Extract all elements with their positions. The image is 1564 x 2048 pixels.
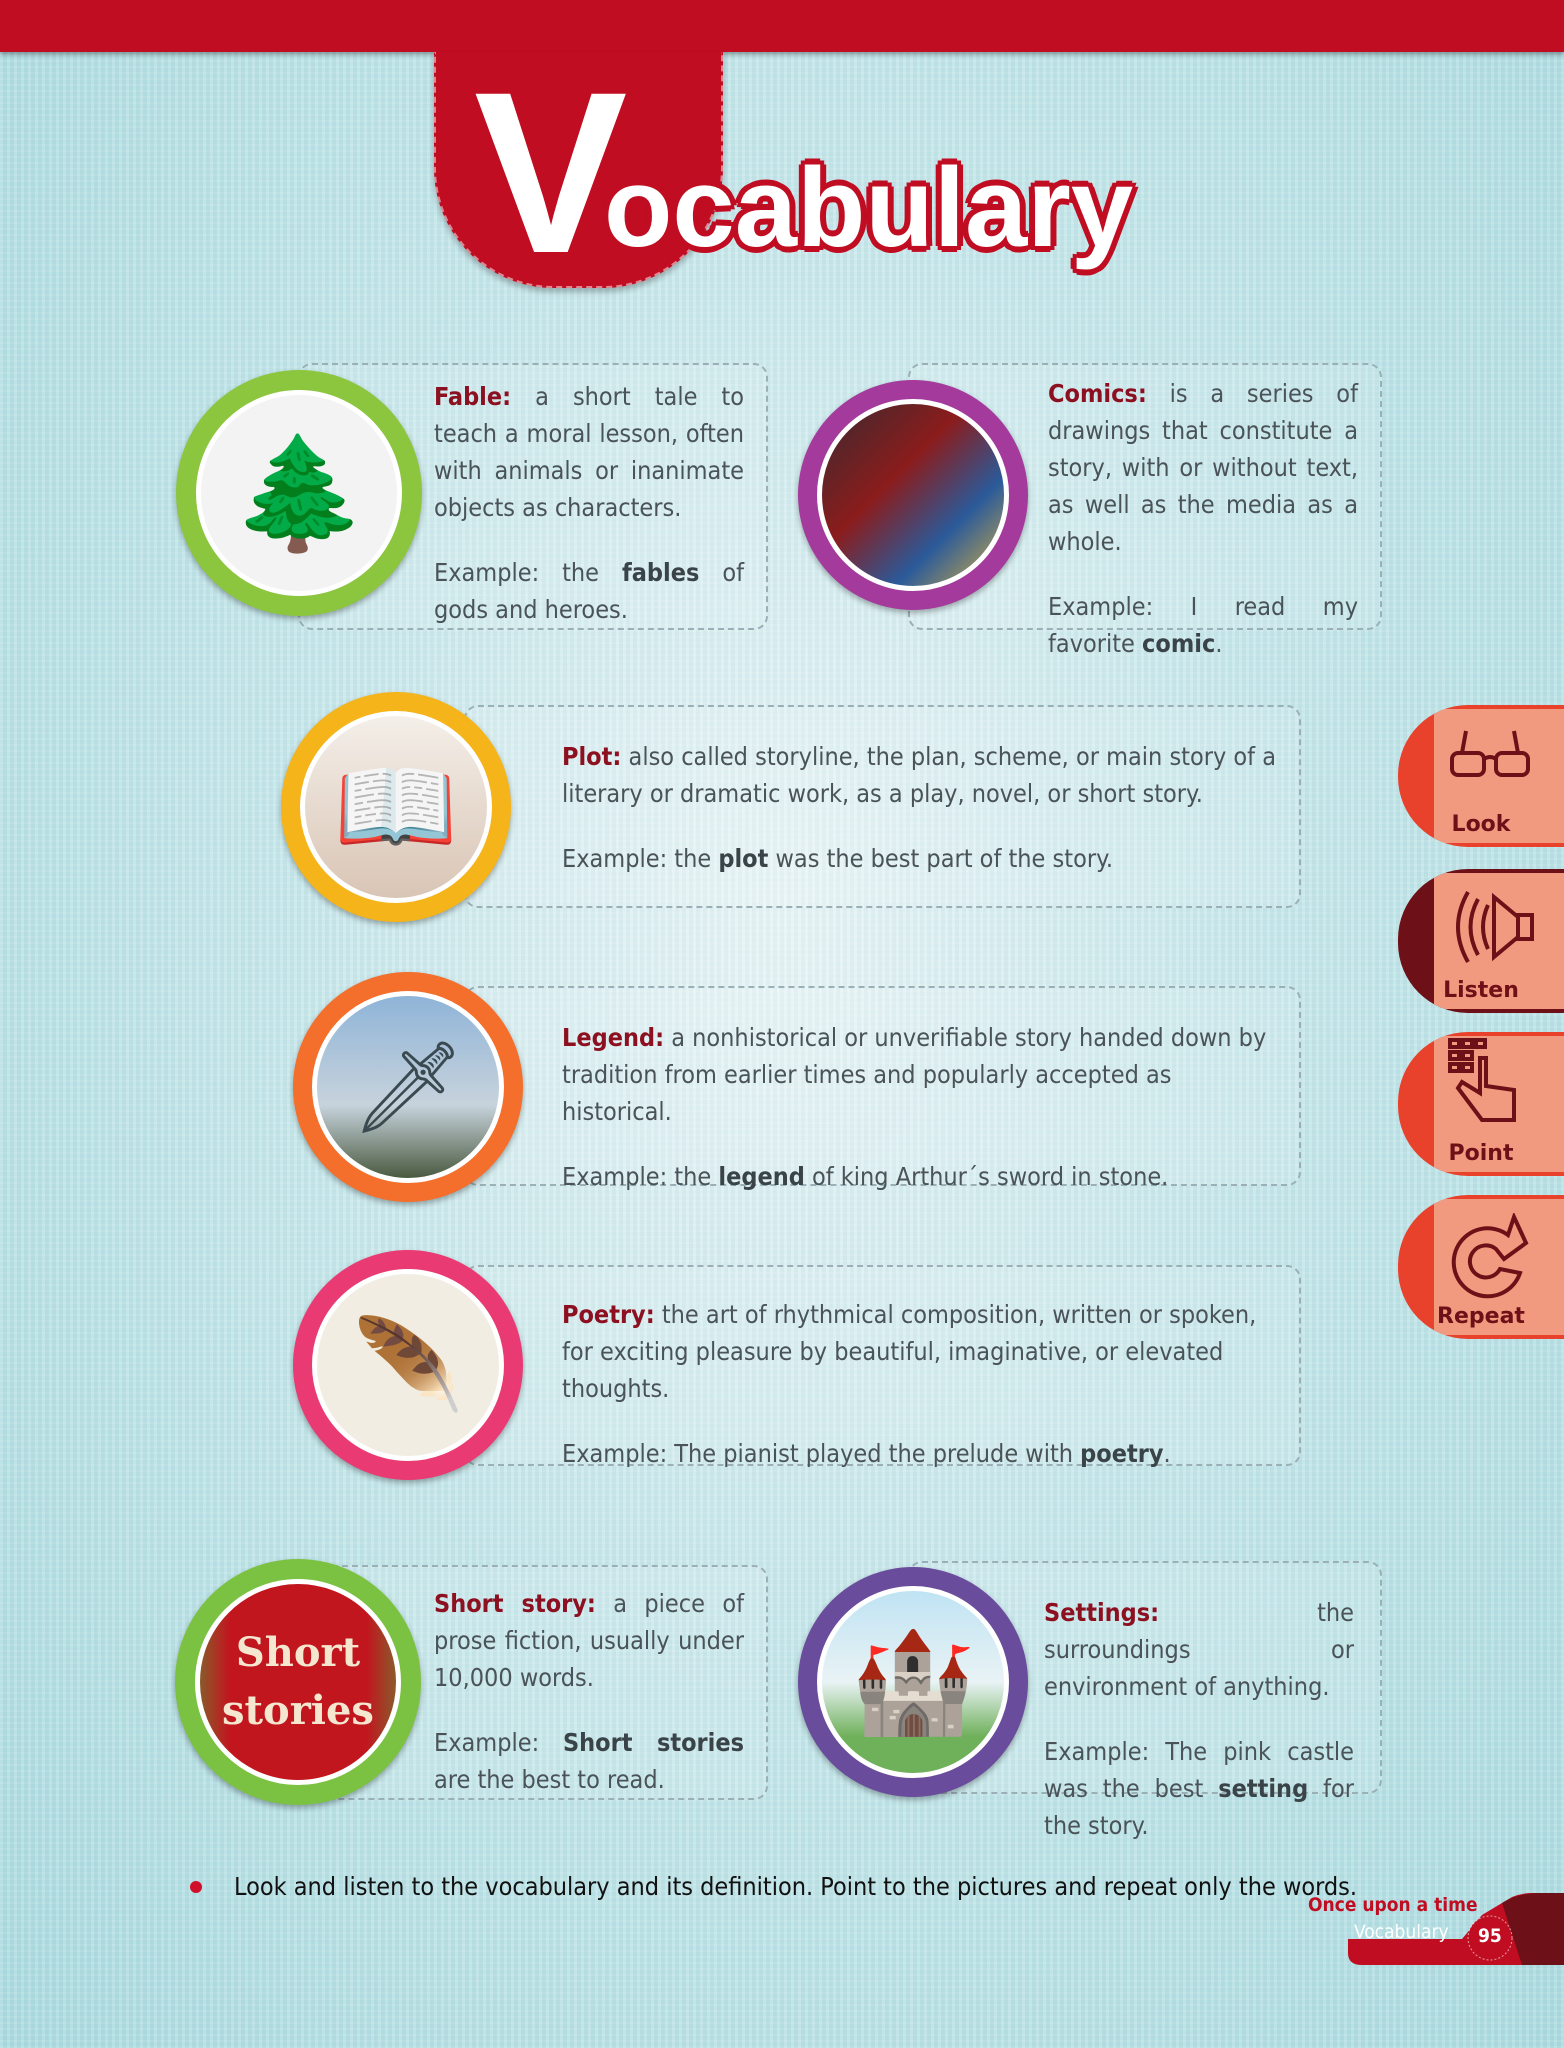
pointing-hand-icon bbox=[1448, 1038, 1516, 1122]
entry-plot: Plot: also called storyline, the plan, s… bbox=[562, 742, 1277, 873]
bullet bbox=[190, 1881, 202, 1893]
settings-image: 🏰 bbox=[798, 1567, 1028, 1797]
comics-image bbox=[798, 380, 1028, 610]
footer-unit: Once upon a time bbox=[1308, 1894, 1478, 1916]
repeat-button[interactable]: Repeat bbox=[1398, 1195, 1564, 1339]
entry-settings: Settings: the surroundings or environmen… bbox=[1044, 1598, 1354, 1840]
card-legend bbox=[464, 986, 1301, 1186]
entry-legend: Legend: a nonhistorical or unverifiable … bbox=[562, 1023, 1267, 1191]
entry-poetry: Poetry: the art of rhythmical compositio… bbox=[562, 1300, 1257, 1468]
card-poetry bbox=[464, 1265, 1301, 1466]
short-stories-image: Short stories bbox=[175, 1559, 421, 1805]
card-plot bbox=[464, 705, 1301, 908]
plot-image: 📖 bbox=[281, 692, 511, 922]
footer-section: Vocabulary bbox=[1354, 1921, 1449, 1943]
fable-image: 🌲 bbox=[176, 370, 422, 616]
poetry-image: 🪶 bbox=[293, 1250, 523, 1480]
entry-fable: Fable: a short tale to teach a moral les… bbox=[434, 382, 744, 624]
legend-image: 🗡 bbox=[293, 972, 523, 1202]
repeat-arrow-icon bbox=[1451, 1213, 1529, 1299]
footer-banner bbox=[1348, 1893, 1564, 1965]
point-button[interactable]: Point bbox=[1398, 1032, 1564, 1176]
entry-short-story: Short story: a piece of prose fiction, u… bbox=[434, 1589, 744, 1794]
page-title: ocabulary bbox=[604, 145, 1134, 270]
speaker-icon bbox=[1456, 891, 1534, 963]
footer: Once upon a time Vocabulary 95 bbox=[1308, 1893, 1564, 1965]
page-number: 95 bbox=[1478, 1925, 1502, 1947]
look-button[interactable]: Look bbox=[1398, 705, 1564, 847]
glasses-icon bbox=[1450, 730, 1530, 777]
listen-button[interactable]: Listen bbox=[1398, 869, 1564, 1013]
book-cover-text: Short stories bbox=[222, 1629, 374, 1734]
title-first-letter: V bbox=[474, 44, 628, 301]
instruction-text: Look and listen to the vocabulary and it… bbox=[234, 1872, 1358, 1901]
entry-comics: Comics: is a series of drawings that con… bbox=[1048, 379, 1358, 658]
top-bar bbox=[0, 0, 1564, 52]
title-tab bbox=[434, 52, 723, 288]
